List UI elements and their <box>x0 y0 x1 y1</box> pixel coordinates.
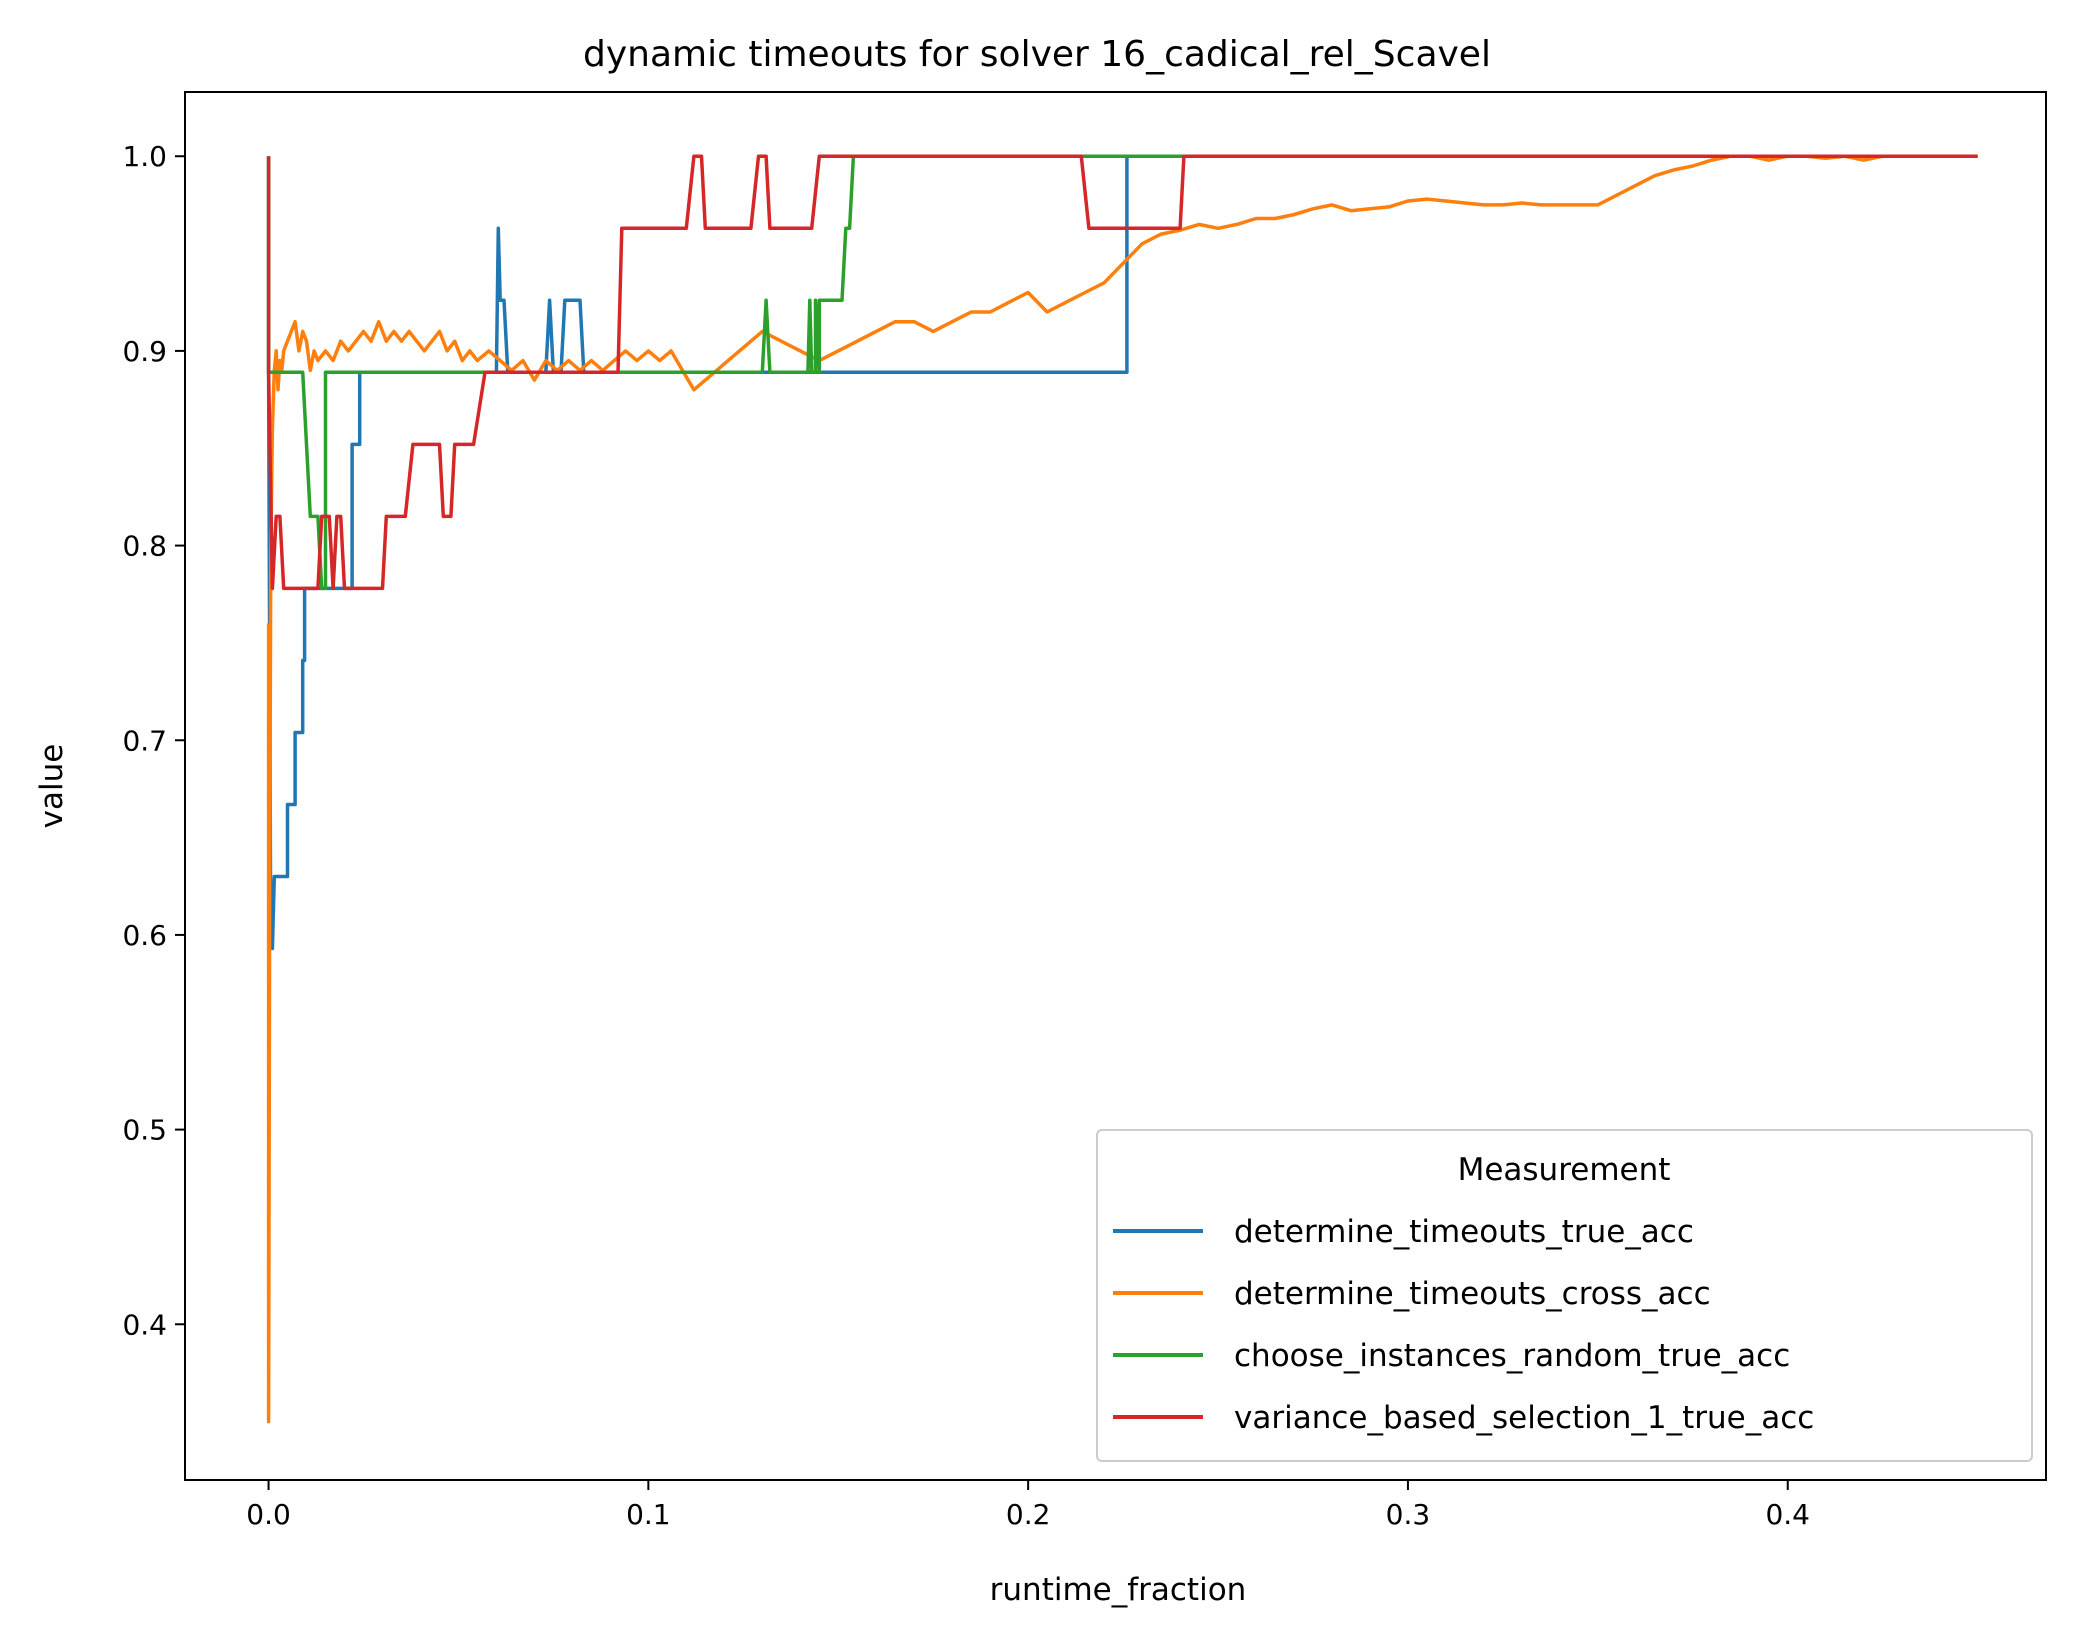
y-tick-label: 0.8 <box>122 530 167 563</box>
legend-entries: determine_timeouts_true_acc determine_tim… <box>1113 1214 1814 1436</box>
y-tick-label: 0.7 <box>122 724 167 757</box>
legend-box <box>1096 1129 2033 1462</box>
legend-label: determine_timeouts_cross_acc <box>1234 1276 1711 1312</box>
series-layer <box>266 154 1978 1424</box>
x-tick-label: 0.1 <box>626 1498 671 1531</box>
y-axis-label: value <box>34 744 70 829</box>
y-tick-label: 0.5 <box>122 1114 167 1147</box>
legend-title: Measurement <box>1458 1152 1671 1188</box>
y-tick-label: 0.6 <box>122 919 167 952</box>
legend-label: choose_instances_random_true_acc <box>1234 1338 1790 1374</box>
x-axis-label: runtime_fraction <box>990 1572 1247 1608</box>
series-line-3 <box>266 154 1978 591</box>
x-tick-label: 0.4 <box>1765 1498 1810 1531</box>
y-axis: 0.4 0.5 0.6 0.7 0.8 0.9 1.0 <box>122 140 185 1341</box>
plot-frame <box>184 91 2047 1481</box>
x-tick-label: 0.2 <box>1006 1498 1051 1531</box>
legend: Measurement determine_timeouts_true_accd… <box>1096 1129 2033 1462</box>
series-line-4 <box>266 154 1978 591</box>
x-tick-label: 0.3 <box>1386 1498 1431 1531</box>
y-tick-label: 0.4 <box>122 1308 167 1341</box>
legend-label: variance_based_selection_1_true_acc <box>1234 1400 1814 1436</box>
y-tick-label: 0.9 <box>122 335 167 368</box>
y-tick-label: 1.0 <box>122 140 167 173</box>
x-axis: 0.0 0.1 0.2 0.3 0.4 <box>246 1480 1810 1531</box>
x-tick-label: 0.0 <box>246 1498 291 1531</box>
legend-label: determine_timeouts_true_acc <box>1234 1214 1694 1250</box>
chart-title: dynamic timeouts for solver 16_cadical_r… <box>583 34 1491 75</box>
series-line-2 <box>266 154 1978 1424</box>
